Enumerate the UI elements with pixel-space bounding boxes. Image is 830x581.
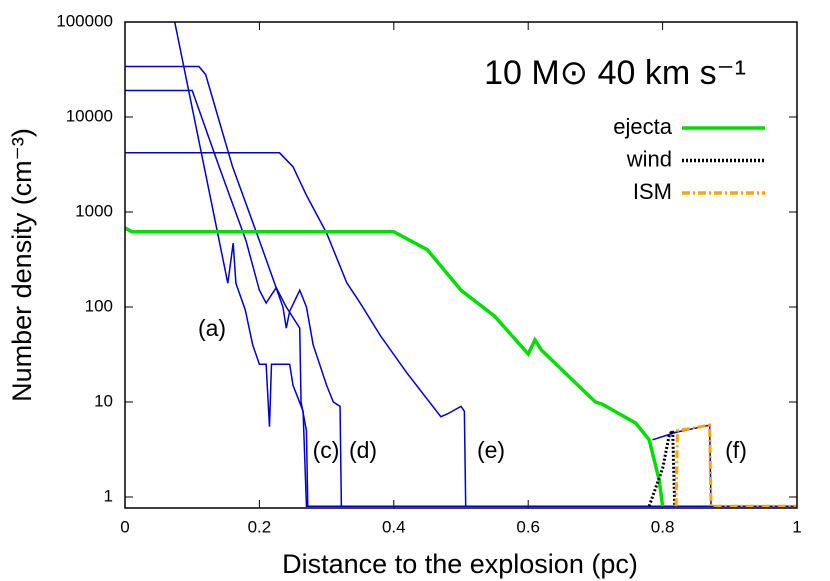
annotation: (a) — [198, 315, 226, 341]
x-tick-label: 0 — [120, 517, 129, 536]
plot-frame — [124, 21, 798, 509]
annotation: (d) — [349, 437, 377, 463]
data-line — [125, 226, 665, 507]
annotation: (f) — [725, 437, 747, 463]
data-line — [125, 89, 797, 507]
annotation: (c) — [313, 437, 340, 463]
x-tick-label: 0.6 — [516, 517, 540, 536]
y-tick-label: 100 — [85, 296, 113, 315]
y-tick-label: 1000 — [75, 201, 113, 220]
data-line — [674, 423, 797, 508]
legend-label: wind — [626, 146, 672, 171]
y-tick-label: 10000 — [66, 106, 113, 125]
y-tick-label: 1 — [104, 486, 113, 505]
x-tick-label: 0.4 — [382, 517, 406, 536]
legend-label: ejecta — [613, 114, 672, 139]
y-tick-label: 10 — [94, 391, 113, 410]
data-line — [125, 152, 529, 507]
x-tick-label: 0.2 — [248, 517, 272, 536]
chart-title: 10 M⊙ 40 km s⁻¹ — [484, 54, 746, 92]
data-line — [647, 426, 677, 507]
y-axis-label: Number density (cm⁻³) — [7, 128, 37, 402]
y-tick-label: 100000 — [56, 11, 113, 30]
x-axis-label: Distance to the explosion (pc) — [282, 549, 638, 579]
x-tick-label: 0.8 — [651, 517, 675, 536]
annotation: (e) — [477, 437, 505, 463]
legend-label: ISM — [633, 179, 672, 204]
x-tick-label: 1 — [792, 517, 801, 536]
data-line — [173, 22, 327, 507]
